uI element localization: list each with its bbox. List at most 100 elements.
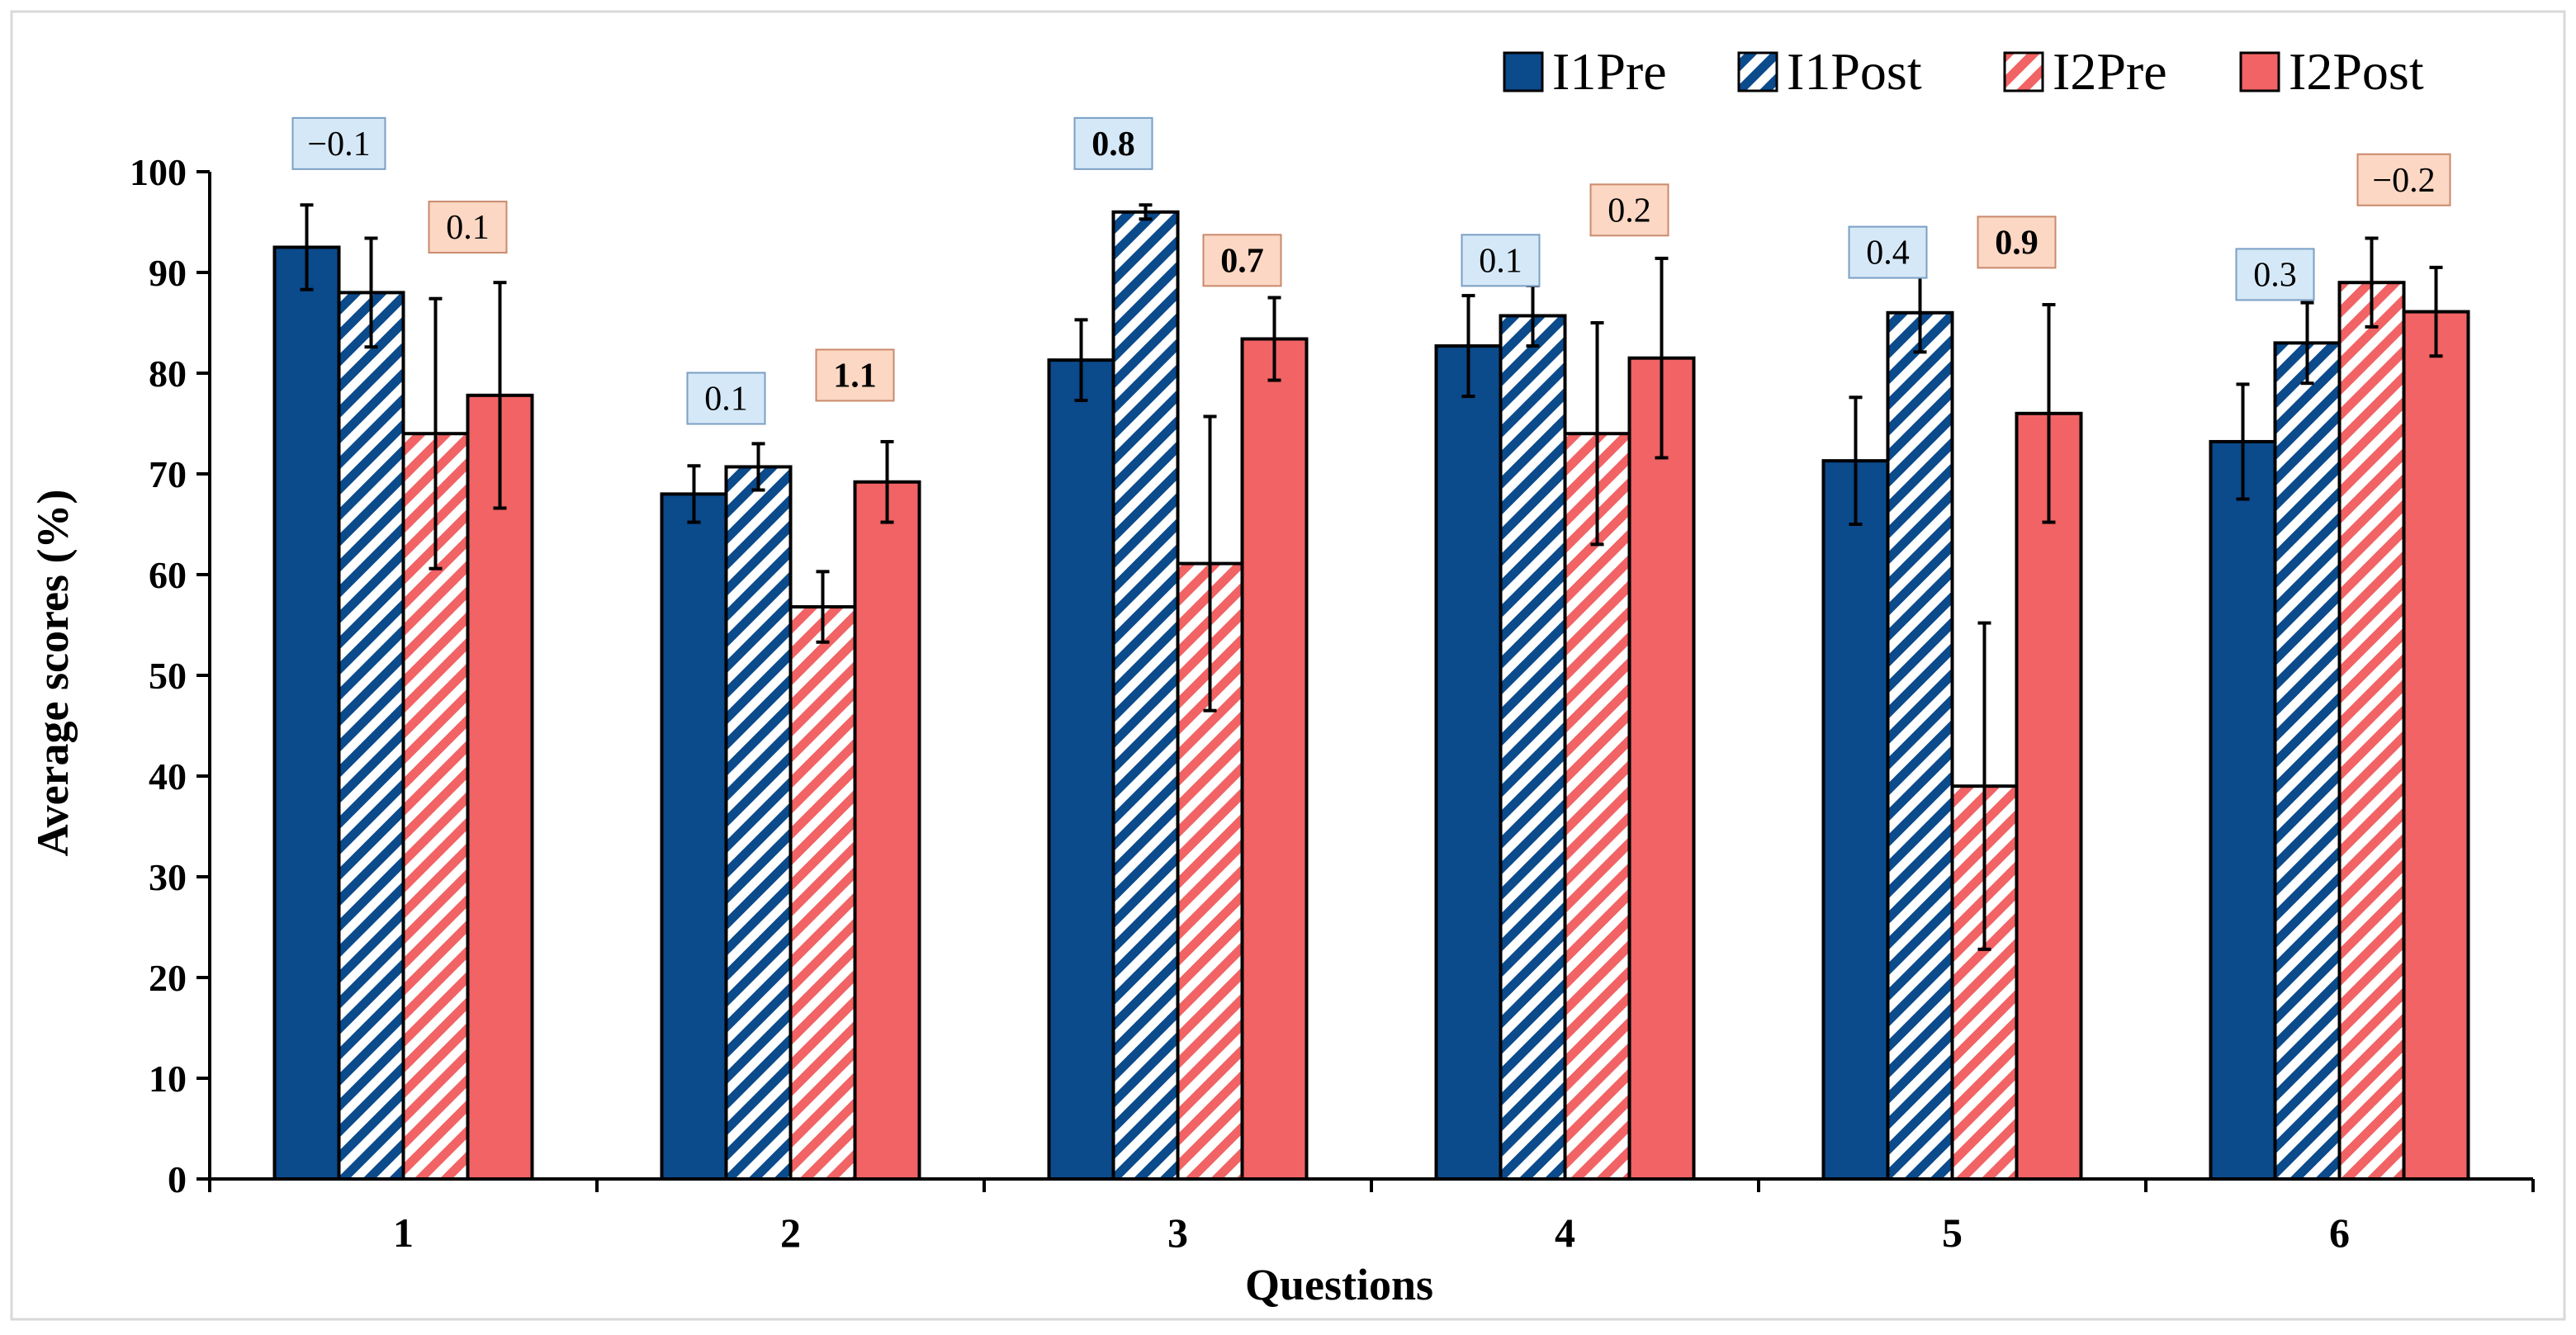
legend: I1Pre I1Post I2Pre I2Post <box>1503 42 2424 101</box>
svg-text:0.1: 0.1 <box>1479 242 1522 280</box>
error-bar-I2Pre-q5 <box>1977 621 1991 951</box>
error-bar-I2Post-q1 <box>493 281 507 510</box>
bar-I1Pre-q2 <box>660 492 728 1181</box>
annotation-I1-q6: 0.3 <box>2235 248 2315 301</box>
bar-I1Post-q6 <box>2273 341 2342 1181</box>
bar-I1Pre-q6 <box>2209 439 2277 1181</box>
annotation-I1-q1: −0.1 <box>291 116 386 170</box>
svg-text:I1Pre: I1Pre <box>1552 42 1667 101</box>
bar-I2Post-q6 <box>2402 310 2470 1181</box>
annotation-I2-q3: 0.7 <box>1202 234 1282 287</box>
y-tick-label: 0 <box>168 1158 187 1200</box>
annotation-I2-q4: 0.2 <box>1589 183 1669 237</box>
error-bar-I2Pre-q6 <box>2365 236 2379 329</box>
error-bar-I1Post-q1 <box>364 236 378 349</box>
axes-layer: 0 10 20 30 40 50 60 70 80 90 100 1 2 3 4 5 6 <box>130 151 2535 1256</box>
y-axis-title: Average scores (%) <box>28 490 78 857</box>
bar-I1Pre-q1 <box>272 245 341 1181</box>
svg-text:0.7: 0.7 <box>1220 242 1264 280</box>
x-tick-label: 4 <box>1555 1210 1575 1256</box>
annotation-I1-q2: 0.1 <box>686 372 766 425</box>
error-bar-I2Pre-q3 <box>1203 414 1217 712</box>
y-tick-label: 90 <box>149 252 187 294</box>
bar-I1Pre-q3 <box>1047 358 1115 1181</box>
error-bar-I1Post-q3 <box>1139 203 1153 221</box>
annotation-I2-q2: 1.1 <box>815 348 895 402</box>
bar-I1Post-q3 <box>1111 210 1180 1181</box>
svg-text:0.9: 0.9 <box>1995 224 2039 262</box>
bar-I2Post-q2 <box>853 480 921 1181</box>
svg-text:0.8: 0.8 <box>1091 125 1135 163</box>
error-bar-I1Post-q2 <box>751 442 765 492</box>
error-bar-I2Post-q3 <box>1267 296 1281 382</box>
y-tick-label: 50 <box>149 655 187 697</box>
annotation-I1-q5: 0.4 <box>1848 225 1928 279</box>
x-axis-title: Questions <box>1245 1260 1433 1309</box>
annotation-I1-q4: 0.1 <box>1461 234 1541 287</box>
svg-text:I2Pre: I2Pre <box>2053 42 2167 101</box>
bar-I2Pre-q2 <box>788 605 857 1181</box>
error-bar-I2Pre-q1 <box>429 296 443 570</box>
error-bars-layer <box>300 203 2443 951</box>
legend-item-I2Pre: I2Pre <box>2003 42 2167 101</box>
x-tick-label: 6 <box>2329 1210 2350 1256</box>
svg-text:0.4: 0.4 <box>1866 234 1910 272</box>
bar-I2Post-q4 <box>1627 356 1696 1181</box>
y-tick-label: 20 <box>149 957 187 999</box>
svg-text:−0.2: −0.2 <box>2372 162 2435 200</box>
bar-I1Post-q2 <box>724 465 793 1181</box>
error-bar-I2Pre-q2 <box>816 570 830 644</box>
svg-text:I1Post: I1Post <box>1787 42 1922 101</box>
error-bar-I2Post-q4 <box>1655 256 1669 460</box>
svg-text:0.2: 0.2 <box>1608 192 1651 230</box>
y-tick-label: 70 <box>149 453 187 495</box>
y-tick-label: 60 <box>149 554 187 596</box>
bar-I2Pre-q6 <box>2337 281 2406 1181</box>
svg-text:I2Post: I2Post <box>2289 42 2424 101</box>
error-bar-I2Post-q2 <box>880 439 894 524</box>
bar-I2Post-q5 <box>2015 411 2083 1181</box>
annotation-I1-q3: 0.8 <box>1073 116 1153 170</box>
error-bar-I1Pre-q3 <box>1074 318 1088 402</box>
annotation-I2-q6: −0.2 <box>2356 153 2451 206</box>
bar-I2Post-q1 <box>466 393 534 1181</box>
svg-text:0.1: 0.1 <box>446 209 490 247</box>
error-bar-I1Pre-q2 <box>687 464 701 524</box>
bar-I2Pre-q4 <box>1563 432 1631 1181</box>
error-bar-I1Pre-q1 <box>300 203 314 291</box>
error-bar-I2Post-q6 <box>2429 265 2443 358</box>
y-tick-label: 10 <box>149 1058 187 1100</box>
legend-item-I1Pre: I1Pre <box>1503 42 1667 101</box>
error-bar-I2Post-q5 <box>2042 303 2056 524</box>
error-bar-I1Pre-q4 <box>1461 294 1475 399</box>
svg-text:1.1: 1.1 <box>833 357 877 395</box>
y-tick-label: 80 <box>149 353 187 395</box>
x-tick-label: 5 <box>1942 1210 1963 1256</box>
y-tick-label: 40 <box>149 755 187 798</box>
annotation-I2-q1: 0.1 <box>428 201 508 254</box>
x-tick-label: 2 <box>780 1210 801 1256</box>
svg-text:0.3: 0.3 <box>2253 256 2297 294</box>
annotation-I2-q5: 0.9 <box>1977 215 2057 269</box>
error-bar-I1Pre-q5 <box>1849 395 1863 526</box>
x-tick-label: 1 <box>393 1210 414 1256</box>
svg-text:0.1: 0.1 <box>704 381 748 419</box>
annotations-layer: −0.1 0.1 0.1 1.1 0.8 0.7 0.1 0.2 0.4 0.9 0.3 −0.2 <box>291 116 2451 425</box>
y-tick-label: 30 <box>149 856 187 898</box>
bar-I1Pre-q5 <box>1821 459 1890 1181</box>
x-tick-label: 3 <box>1167 1210 1188 1256</box>
svg-text:−0.1: −0.1 <box>307 125 370 163</box>
error-bar-I2Pre-q4 <box>1590 321 1604 547</box>
bar-I1Pre-q4 <box>1434 344 1503 1181</box>
bars-layer <box>272 210 2470 1181</box>
legend-item-I1Post: I1Post <box>1737 42 1922 101</box>
bar-I1Post-q5 <box>1886 310 1954 1181</box>
bar-I1Post-q4 <box>1499 314 1567 1181</box>
legend-item-I2Post: I2Post <box>2239 42 2424 101</box>
bar-I1Post-q1 <box>337 291 405 1181</box>
bar-I2Post-q3 <box>1240 337 1309 1181</box>
error-bar-I1Pre-q6 <box>2236 382 2250 501</box>
error-bar-I1Post-q6 <box>2300 301 2314 386</box>
